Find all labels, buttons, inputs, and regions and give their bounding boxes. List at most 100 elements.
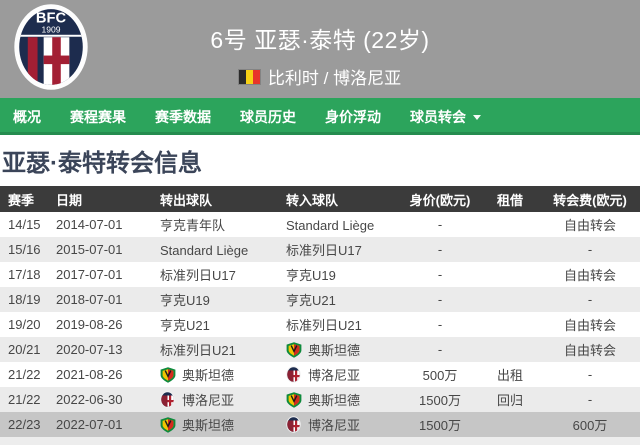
team-name[interactable]: 亨克U19 <box>160 293 210 308</box>
cell-market-value: - <box>437 317 443 332</box>
cell-to-team: 奥斯坦德 <box>278 337 400 362</box>
column-header: 转会费(欧元) <box>540 186 640 212</box>
cell-fee: - <box>587 367 593 382</box>
bologna-crest-icon: BFC 1909 <box>13 3 89 91</box>
nav-bar: 概况 赛程赛果 赛季数据 球员历史 身价浮动 球员转会 <box>0 98 640 135</box>
cell-market-value: 1500万 <box>419 418 461 433</box>
cell-loan <box>480 262 540 287</box>
page-title: 6号 亚瑟·泰特 (22岁) <box>210 27 430 53</box>
team-name[interactable]: 标准列日U17 <box>160 268 236 283</box>
belgium-flag-icon <box>238 69 260 84</box>
cell-loan <box>480 312 540 337</box>
nav-item[interactable]: 概况 <box>13 108 41 125</box>
cell-date: 2020-07-13 <box>56 342 123 357</box>
column-header: 身价(欧元) <box>400 186 480 212</box>
team-name[interactable]: 奥斯坦德 <box>182 418 235 433</box>
cell-market-value: - <box>437 342 443 357</box>
cell-fee: 自由转会 <box>563 268 616 283</box>
table-row: 22/23 2022-07-01 奥斯坦德 博洛尼亚 1500万 600万 <box>0 412 640 437</box>
crest-year: 1909 <box>41 24 60 34</box>
team-name[interactable]: Standard Liège <box>286 217 375 233</box>
table-row: 17/18 2017-07-01 标准列日U17 亨克U19 - 自由转会 <box>0 262 640 287</box>
oostende-crest-icon <box>286 391 302 408</box>
cell-date: 2014-07-01 <box>56 217 123 232</box>
cell-from-team: 标准列日U17 <box>152 262 278 287</box>
nav-item[interactable]: 身价浮动 <box>325 108 381 125</box>
cell-season: 21/22 <box>8 367 41 382</box>
nav-item[interactable]: 球员转会 <box>410 107 481 127</box>
cell-market-value: - <box>437 292 443 307</box>
cell-loan <box>480 212 540 237</box>
cell-season: 22/23 <box>8 417 41 432</box>
cell-loan: 出租 <box>496 368 523 383</box>
cell-loan <box>480 412 540 437</box>
team-name[interactable]: Standard Liège <box>160 242 249 258</box>
cell-season: 17/18 <box>8 267 41 282</box>
cell-from-team: 亨克U19 <box>152 287 278 312</box>
nav-item[interactable]: 赛季数据 <box>155 108 211 125</box>
cell-from-team: Standard Liège <box>152 237 278 262</box>
cell-date: 2017-07-01 <box>56 267 123 282</box>
cell-season: 21/22 <box>8 392 41 407</box>
cell-to-team: Standard Liège <box>278 212 400 237</box>
cell-market-value: 1500万 <box>419 393 461 408</box>
oostende-crest-icon <box>160 366 176 383</box>
section-title: 亚瑟·泰特转会信息 <box>2 150 202 177</box>
player-header: BFC 1909 6号 亚瑟·泰特 (22岁) 比利时 / 博洛尼亚 <box>0 0 640 98</box>
cell-fee: - <box>587 392 593 407</box>
chevron-down-icon <box>473 115 481 120</box>
team-name[interactable]: 博洛尼亚 <box>182 393 235 408</box>
cell-season: 15/16 <box>8 242 41 257</box>
cell-market-value: 500万 <box>422 368 458 383</box>
table-row: 19/20 2019-08-26 亨克U21 标准列日U21 - 自由转会 <box>0 312 640 337</box>
cell-to-team: 标准列日U17 <box>278 237 400 262</box>
cell-loan <box>480 337 540 362</box>
cell-loan: 回归 <box>496 393 523 408</box>
team-name[interactable]: 博洛尼亚 <box>308 368 361 383</box>
nav-item[interactable]: 球员历史 <box>240 108 296 125</box>
table-row: 18/19 2018-07-01 亨克U19 亨克U21 - - <box>0 287 640 312</box>
cell-to-team: 亨克U21 <box>278 287 400 312</box>
cell-date: 2022-07-01 <box>56 417 123 432</box>
table-row: 14/15 2014-07-01 亨克青年队 Standard Liège - 自由转会 <box>0 212 640 237</box>
oostende-crest-icon <box>160 416 176 433</box>
column-header: 日期 <box>48 186 152 212</box>
team-name[interactable]: 亨克U21 <box>160 318 210 333</box>
cell-to-team: 亨克U19 <box>278 262 400 287</box>
cell-market-value: - <box>437 267 443 282</box>
cell-season: 19/20 <box>8 317 41 332</box>
cell-from-team: 奥斯坦德 <box>152 412 278 437</box>
page-background <box>0 437 640 445</box>
cell-fee: 自由转会 <box>563 318 616 333</box>
team-name[interactable]: 标准列日U21 <box>160 343 236 358</box>
cell-fee: - <box>587 292 593 307</box>
cell-date: 2019-08-26 <box>56 317 123 332</box>
cell-to-team: 奥斯坦德 <box>278 387 400 412</box>
table-header-row: 赛季 日期 转出球队 转入球队 身价(欧元) 租借 转会费(欧元) <box>0 186 640 212</box>
cell-date: 2022-06-30 <box>56 392 123 407</box>
table-row: 21/22 2022-06-30 博洛尼亚 奥斯坦德 1500万 回归 - <box>0 387 640 412</box>
nationality-club-label: 比利时 / 博洛尼亚 <box>267 69 402 88</box>
team-name[interactable]: 博洛尼亚 <box>308 418 361 433</box>
cell-season: 14/15 <box>8 217 41 232</box>
transfer-table: 赛季 日期 转出球队 转入球队 身价(欧元) 租借 转会费(欧元) 14/15 2014-07… <box>0 186 640 437</box>
nav-item[interactable]: 赛程赛果 <box>70 108 126 125</box>
team-name[interactable]: 标准列日U17 <box>286 243 362 258</box>
bologna-crest-icon <box>160 391 176 408</box>
cell-to-team: 博洛尼亚 <box>278 362 400 387</box>
team-name[interactable]: 亨克青年队 <box>160 218 226 233</box>
team-name[interactable]: 奥斯坦德 <box>182 368 235 383</box>
team-name[interactable]: 亨克U19 <box>286 268 336 283</box>
team-name[interactable]: 亨克U21 <box>286 293 336 308</box>
crest-abbr: BFC <box>36 11 67 27</box>
team-name[interactable]: 奥斯坦德 <box>308 393 361 408</box>
cell-date: 2015-07-01 <box>56 242 123 257</box>
team-name[interactable]: 奥斯坦德 <box>308 343 361 358</box>
cell-fee: 600万 <box>572 418 608 433</box>
cell-from-team: 标准列日U21 <box>152 337 278 362</box>
team-name[interactable]: 标准列日U21 <box>286 318 362 333</box>
cell-fee: 自由转会 <box>563 218 616 233</box>
cell-date: 2018-07-01 <box>56 292 123 307</box>
column-header: 租借 <box>480 186 540 212</box>
oostende-crest-icon <box>286 341 302 358</box>
